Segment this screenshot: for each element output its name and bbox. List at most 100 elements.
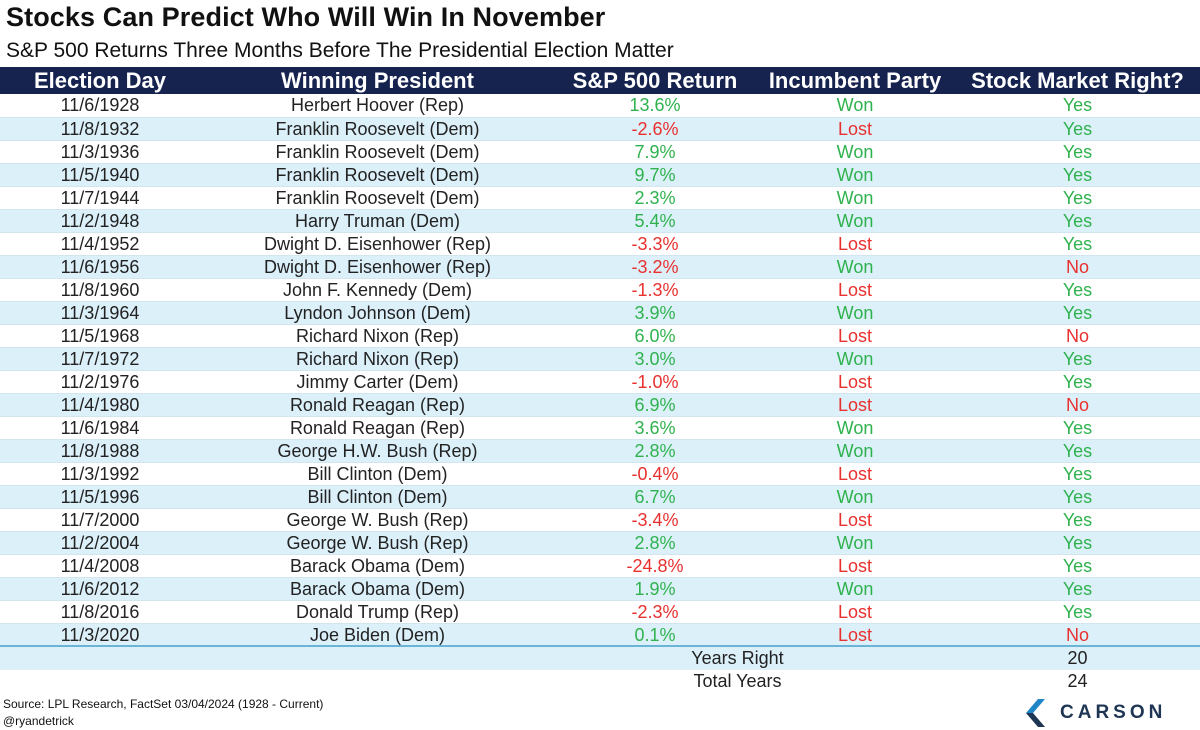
cell-winning-president: Richard Nixon (Rep) (200, 324, 555, 348)
cell-sp500-return: -24.8% (555, 554, 755, 578)
cell-market-right: Yes (955, 439, 1200, 463)
table-row: 11/3/1992 Bill Clinton (Dem) -0.4% Lost Yes (0, 462, 1200, 486)
table-row: 11/2/1976 Jimmy Carter (Dem) -1.0% Lost Yes (0, 370, 1200, 394)
cell-election-day: 11/7/1944 (0, 186, 200, 210)
table-row: 11/5/1968 Richard Nixon (Rep) 6.0% Lost No (0, 324, 1200, 348)
cell-winning-president: Franklin Roosevelt (Dem) (200, 117, 555, 141)
summary-value: 20 (1067, 648, 1088, 668)
table-row: 11/6/1984 Ronald Reagan (Rep) 3.6% Won Yes (0, 416, 1200, 440)
cell-market-right: Yes (955, 94, 1200, 118)
cell-election-day: 11/4/1952 (0, 232, 200, 256)
column-header: S&P 500 Return (572, 68, 738, 93)
cell-sp500-return: 2.3% (555, 186, 755, 210)
cell-winning-president: George H.W. Bush (Rep) (200, 439, 555, 463)
cell-election-day: 11/7/1972 (0, 347, 200, 371)
summary-label: Total Years (693, 671, 782, 691)
cell-market-right: Yes (955, 186, 1200, 210)
cell-incumbent-party: Won (755, 140, 955, 164)
cell-market-right: Yes (955, 554, 1200, 578)
cell-incumbent-party: Lost (755, 278, 955, 302)
cell-sp500-return: -1.3% (555, 278, 755, 302)
source-note: Source: LPL Research, FactSet 03/04/2024… (3, 697, 324, 711)
table-row: 11/8/1960 John F. Kennedy (Dem) -1.3% Lost Y… (0, 278, 1200, 302)
cell-market-right: No (955, 255, 1200, 279)
cell-incumbent-party: Won (755, 577, 955, 601)
table-header: Election Day Winning President S&P 500 Ret… (0, 67, 1200, 94)
cell-election-day: 11/4/2008 (0, 554, 200, 578)
cell-market-right: Yes (955, 600, 1200, 624)
summary-row: Years Right 20 (0, 647, 1200, 670)
election-table-wrapper: Election Day Winning President S&P 500 Ret… (0, 67, 1200, 647)
table-row: 11/2/2004 George W. Bush (Rep) 2.8% Won Yes (0, 531, 1200, 555)
summary-value: 24 (1067, 671, 1088, 691)
cell-election-day: 11/8/2016 (0, 600, 200, 624)
cell-incumbent-party: Lost (755, 623, 955, 647)
cell-winning-president: Ronald Reagan (Rep) (200, 416, 555, 440)
cell-winning-president: Donald Trump (Rep) (200, 600, 555, 624)
cell-winning-president: Ronald Reagan (Rep) (200, 393, 555, 417)
cell-sp500-return: 13.6% (555, 94, 755, 118)
cell-sp500-return: -3.4% (555, 508, 755, 532)
cell-market-right: Yes (955, 577, 1200, 601)
cell-market-right: Yes (955, 117, 1200, 141)
cell-winning-president: Franklin Roosevelt (Dem) (200, 186, 555, 210)
cell-incumbent-party: Won (755, 186, 955, 210)
cell-election-day: 11/8/1960 (0, 278, 200, 302)
cell-election-day: 11/2/2004 (0, 531, 200, 555)
cell-incumbent-party: Won (755, 94, 955, 118)
cell-sp500-return: 3.9% (555, 301, 755, 325)
cell-sp500-return: 2.8% (555, 531, 755, 555)
logo-text: CARSON (1060, 702, 1167, 723)
table-row: 11/6/1956 Dwight D. Eisenhower (Rep) -3.2%… (0, 255, 1200, 279)
cell-market-right: Yes (955, 485, 1200, 509)
cell-market-right: Yes (955, 278, 1200, 302)
table-row: 11/4/1952 Dwight D. Eisenhower (Rep) -3.3%… (0, 232, 1200, 256)
table-row: 11/8/1932 Franklin Roosevelt (Dem) -2.6% Lo… (0, 117, 1200, 141)
cell-market-right: Yes (955, 232, 1200, 256)
cell-winning-president: Herbert Hoover (Rep) (200, 94, 555, 118)
cell-winning-president: Barack Obama (Dem) (200, 577, 555, 601)
cell-incumbent-party: Won (755, 301, 955, 325)
cell-election-day: 11/2/1948 (0, 209, 200, 233)
chart-title: Stocks Can Predict Who Will Win In Novem… (6, 2, 606, 32)
cell-winning-president: Franklin Roosevelt (Dem) (200, 163, 555, 187)
table-row: 11/8/1988 George H.W. Bush (Rep) 2.8% Won Ye… (0, 439, 1200, 463)
cell-election-day: 11/3/2020 (0, 623, 200, 647)
cell-market-right: Yes (955, 370, 1200, 394)
cell-sp500-return: 0.1% (555, 623, 755, 647)
author-handle: @ryandetrick (3, 714, 74, 728)
cell-winning-president: Dwight D. Eisenhower (Rep) (200, 232, 555, 256)
table-row: 11/6/2012 Barack Obama (Dem) 1.9% Won Yes (0, 577, 1200, 601)
cell-election-day: 11/5/1968 (0, 324, 200, 348)
cell-sp500-return: 6.7% (555, 485, 755, 509)
cell-incumbent-party: Lost (755, 393, 955, 417)
cell-sp500-return: 3.0% (555, 347, 755, 371)
cell-winning-president: Bill Clinton (Dem) (200, 485, 555, 509)
cell-market-right: Yes (955, 140, 1200, 164)
table-row: 11/7/1944 Franklin Roosevelt (Dem) 2.3% Won… (0, 186, 1200, 210)
cell-winning-president: Dwight D. Eisenhower (Rep) (200, 255, 555, 279)
summary-row: Total Years 24 (0, 670, 1200, 693)
cell-sp500-return: 6.0% (555, 324, 755, 348)
cell-election-day: 11/5/1996 (0, 485, 200, 509)
cell-incumbent-party: Lost (755, 370, 955, 394)
cell-election-day: 11/3/1936 (0, 140, 200, 164)
cell-election-day: 11/3/1964 (0, 301, 200, 325)
cell-winning-president: George W. Bush (Rep) (200, 508, 555, 532)
cell-winning-president: John F. Kennedy (Dem) (200, 278, 555, 302)
cell-winning-president: Richard Nixon (Rep) (200, 347, 555, 371)
cell-market-right: Yes (955, 347, 1200, 371)
cell-market-right: No (955, 623, 1200, 647)
cell-market-right: Yes (955, 209, 1200, 233)
cell-sp500-return: -2.6% (555, 117, 755, 141)
cell-sp500-return: 2.8% (555, 439, 755, 463)
cell-incumbent-party: Lost (755, 462, 955, 486)
table-row: 11/8/2016 Donald Trump (Rep) -2.3% Lost Yes (0, 600, 1200, 624)
cell-sp500-return: 6.9% (555, 393, 755, 417)
table-row: 11/4/1980 Ronald Reagan (Rep) 6.9% Lost No (0, 393, 1200, 417)
summary-section: Years Right 20 Total Years 24 (0, 645, 1200, 693)
cell-incumbent-party: Lost (755, 117, 955, 141)
cell-winning-president: Lyndon Johnson (Dem) (200, 301, 555, 325)
cell-incumbent-party: Lost (755, 554, 955, 578)
column-header: Stock Market Right? (971, 68, 1184, 93)
